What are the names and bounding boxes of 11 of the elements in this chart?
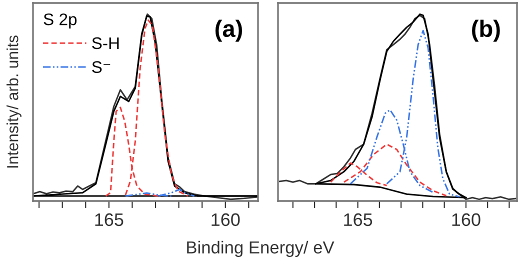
annotation: (b): [472, 20, 500, 42]
x-axis-title: Binding Energy/ eV: [187, 240, 334, 257]
x-tick-label: 165: [344, 213, 372, 226]
x-tick-label: 160: [452, 213, 480, 226]
legend-label: S-H: [92, 37, 119, 50]
legend-title: S 2p: [44, 13, 77, 29]
annotation: (a): [216, 20, 242, 42]
x-tick-label: 160: [212, 213, 240, 226]
x-tick-label: 165: [95, 213, 124, 226]
legend-label: S⁻: [92, 61, 110, 73]
y-axis-title: Intensity/ arb. units: [6, 36, 22, 168]
